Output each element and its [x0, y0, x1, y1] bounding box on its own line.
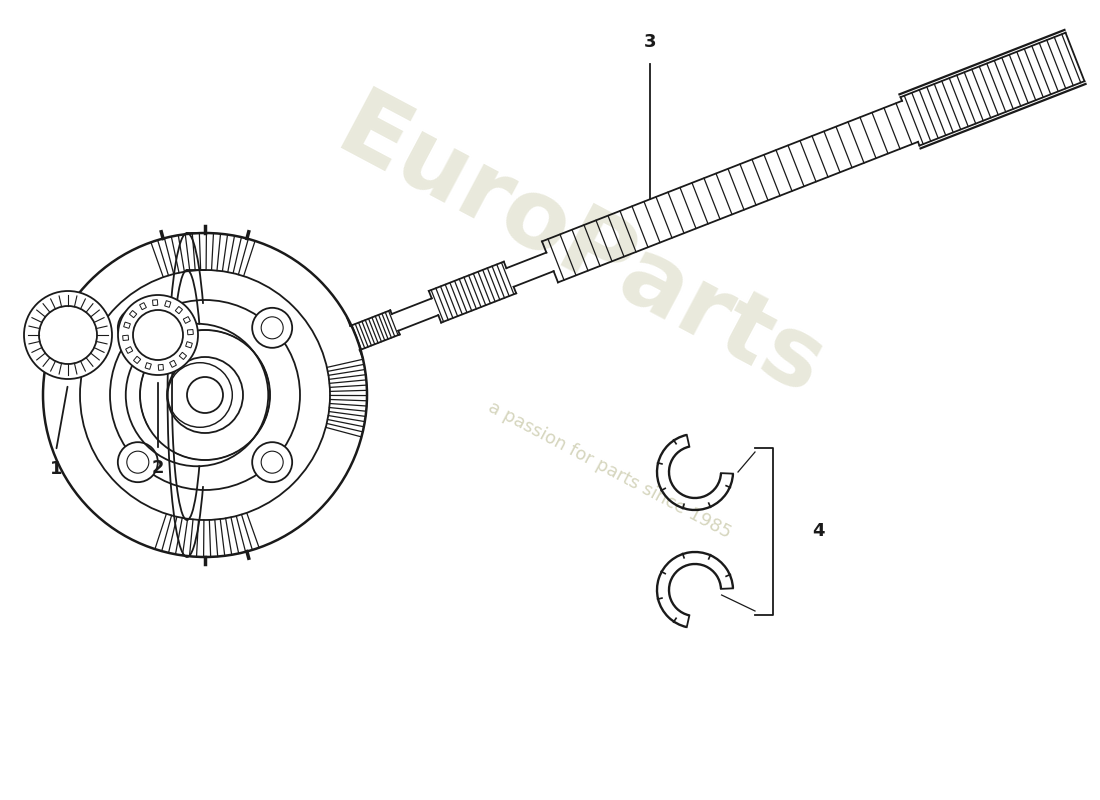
Bar	[158, 365, 164, 370]
Circle shape	[252, 442, 293, 482]
Circle shape	[118, 308, 157, 348]
Bar	[169, 360, 176, 367]
Bar	[153, 300, 157, 306]
Bar	[130, 310, 136, 318]
Bar	[145, 362, 152, 370]
Circle shape	[43, 233, 367, 557]
Text: 4: 4	[812, 522, 824, 541]
Bar	[179, 352, 187, 359]
Bar	[186, 342, 192, 348]
Circle shape	[39, 306, 97, 364]
Text: 2: 2	[152, 459, 164, 477]
Text: EuroParts: EuroParts	[321, 83, 838, 417]
Bar	[133, 356, 141, 363]
Text: 3: 3	[644, 33, 657, 51]
Bar	[184, 317, 190, 323]
Circle shape	[118, 295, 198, 375]
Bar	[165, 301, 170, 307]
Circle shape	[252, 308, 293, 348]
Bar	[140, 302, 146, 310]
Circle shape	[118, 442, 157, 482]
Bar	[187, 330, 194, 334]
Bar	[123, 335, 129, 341]
Circle shape	[24, 291, 112, 379]
Bar	[175, 306, 183, 314]
Text: 1: 1	[50, 460, 63, 478]
Bar	[125, 346, 133, 354]
Bar	[123, 322, 130, 328]
Text: a passion for parts since 1985: a passion for parts since 1985	[485, 398, 735, 542]
